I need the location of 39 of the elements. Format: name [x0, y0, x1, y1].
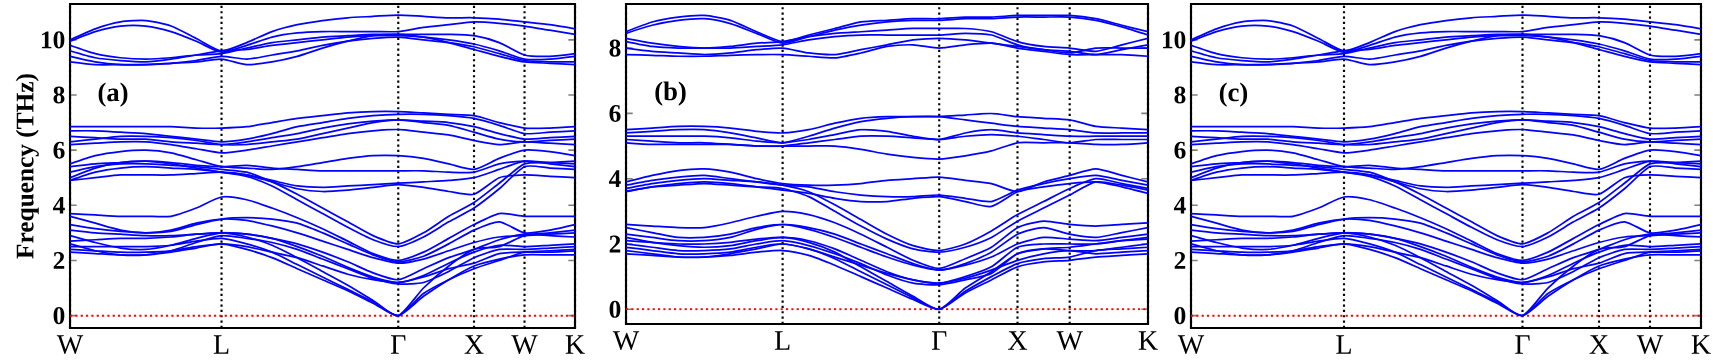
y-tick-label: 4: [53, 196, 65, 214]
annotation: (c): [1219, 82, 1248, 107]
x-tick-label: X: [1008, 331, 1028, 350]
annotation: (a): [98, 82, 128, 107]
y-tick-label: 4: [1173, 196, 1186, 214]
y-axis-title: Frequency (THz): [15, 74, 39, 259]
y-tick-label: 0: [1174, 307, 1186, 325]
y-tick-label: 6: [1174, 141, 1186, 159]
x-tick-label: Γ: [1515, 335, 1530, 354]
y-tick-label: 8: [53, 86, 65, 104]
x-tick-label: W: [612, 331, 640, 351]
y-tick-label: 4: [608, 170, 621, 188]
x-tick-label: K: [1691, 335, 1711, 354]
x-tick-label: Γ: [390, 335, 406, 354]
y-tick-label: 6: [53, 141, 65, 159]
y-tick-label: 2: [1174, 252, 1186, 269]
x-tick-label: W: [1177, 335, 1205, 355]
x-tick-label: K: [565, 335, 585, 354]
y-tick-label: 10: [42, 31, 65, 49]
y-tick-label: 2: [53, 252, 65, 269]
x-tick-label: L: [1336, 335, 1351, 354]
y-tick-label: 2: [609, 235, 621, 253]
x-tick-label: K: [1138, 331, 1158, 350]
y-tick-label: 8: [609, 39, 621, 57]
annotation: (b): [655, 81, 686, 106]
x-tick-label: L: [213, 335, 229, 354]
x-tick-label: X: [1589, 335, 1609, 354]
x-tick-label: L: [774, 331, 790, 350]
x-tick-label: W: [1636, 335, 1664, 355]
y-tick-label: 0: [53, 307, 65, 325]
y-tick-label: 6: [609, 104, 621, 122]
y-tick-label: 10: [1162, 31, 1186, 49]
x-tick-label: Γ: [931, 331, 947, 350]
x-tick-label: W: [1056, 331, 1083, 351]
y-tick-label: 0: [609, 300, 621, 318]
x-tick-label: X: [464, 335, 484, 354]
x-tick-label: W: [56, 335, 84, 355]
y-tick-label: 8: [1174, 86, 1186, 104]
x-tick-label: W: [511, 335, 538, 355]
